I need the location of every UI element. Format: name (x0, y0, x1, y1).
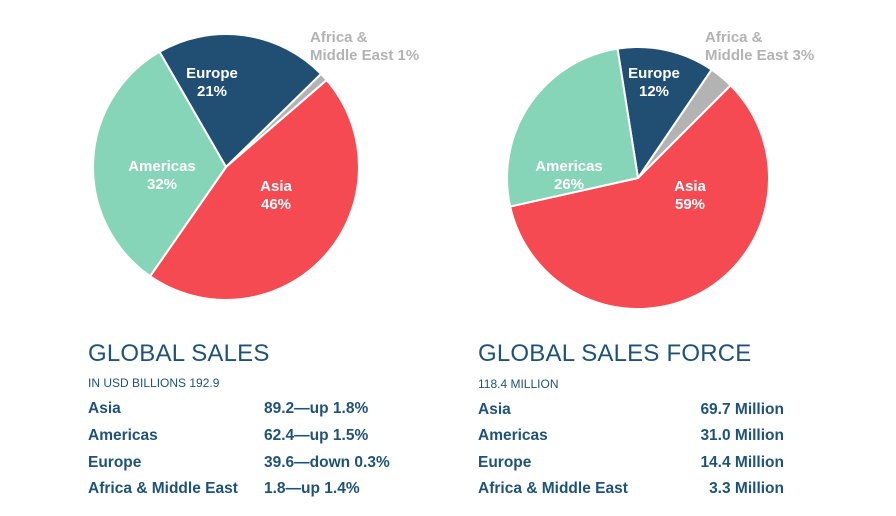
pie-slice-europe (616, 46, 713, 179)
slice-label: Africa & Middle East 1% (310, 29, 419, 64)
row-value: 62.4—up 1.5% (264, 427, 369, 444)
slice-label: Asia 46% (260, 178, 292, 213)
pie-slice-asia (149, 79, 360, 301)
sales-row-americas: Americas 62.4—up 1.5% (88, 425, 418, 447)
row-name: Asia (478, 401, 511, 418)
force-row-asia: Asia 69.7 Million (478, 399, 784, 421)
row-name: Europe (88, 454, 142, 471)
row-name: Africa & Middle East (88, 480, 238, 497)
slice-label: Europe 12% (628, 65, 680, 100)
row-value: 69.7 Million (700, 401, 784, 418)
row-value: 39.6—down 0.3% (264, 454, 390, 471)
row-value: 14.4 Million (700, 454, 784, 471)
row-value: 89.2—up 1.8% (264, 400, 369, 417)
row-value: 3.3 Million (709, 480, 784, 497)
global-sales-subtitle: IN USD BILLIONS 192.9 (88, 376, 220, 390)
pie-slice-asia (509, 84, 770, 310)
global-sales-title: GLOBAL SALES (88, 340, 270, 367)
slice-label: Europe 21% (186, 65, 238, 100)
slice-label: Asia 59% (674, 178, 706, 213)
sales-row-europe: Europe 39.6—down 0.3% (88, 452, 418, 474)
force-row-africa-middle-east: Africa & Middle East 3.3 Million (478, 478, 784, 500)
force-row-europe: Europe 14.4 Million (478, 452, 784, 474)
slice-label: Americas 26% (535, 158, 603, 193)
pie-slice-americas (92, 50, 227, 278)
sales-row-asia: Asia 89.2—up 1.8% (88, 398, 418, 420)
sales-row-africa-middle-east: Africa & Middle East 1.8—up 1.4% (88, 478, 418, 500)
row-name: Asia (88, 400, 121, 417)
slice-label: Americas 32% (128, 158, 196, 193)
row-name: Americas (478, 427, 548, 444)
row-name: Africa & Middle East (478, 480, 628, 497)
row-value: 31.0 Million (700, 427, 784, 444)
pie-charts: Europe 21% Africa & Middle East 1% Asia 46% Am… (92, 29, 814, 310)
pie-chart-2: Europe 12% Africa & Middle East 3% Asia 59% Am… (505, 29, 814, 310)
pie-slice-americas (505, 47, 639, 208)
pie-chart-1: Europe 21% Africa & Middle East 1% Asia 46% Am… (92, 29, 419, 301)
global-sales-force-subtitle: 118.4 MILLION (478, 377, 559, 391)
global-sales-force-title: GLOBAL SALES FORCE (478, 340, 752, 367)
row-name: Americas (88, 427, 158, 444)
row-name: Europe (478, 454, 532, 471)
force-row-americas: Americas 31.0 Million (478, 425, 784, 447)
slice-label: Africa & Middle East 3% (705, 29, 814, 64)
pie-slice-europe (158, 33, 323, 168)
row-value: 1.8—up 1.4% (264, 480, 360, 497)
